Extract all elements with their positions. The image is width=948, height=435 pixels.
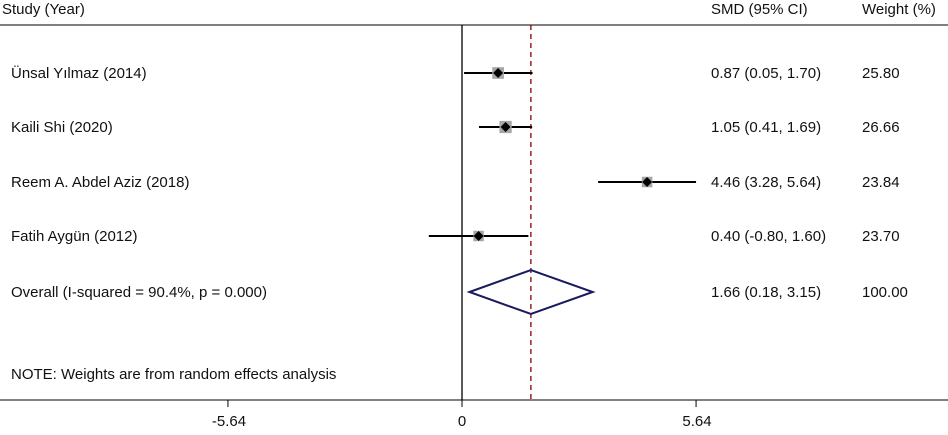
study-label: Reem A. Abdel Aziz (2018)	[11, 174, 190, 191]
x-tick-label: 5.64	[682, 413, 712, 430]
study-weight: 25.80	[862, 65, 900, 82]
overall-diamond	[466, 268, 596, 316]
column-header-weight: Weight (%)	[862, 1, 936, 18]
study-weight: 23.84	[862, 174, 900, 191]
study-point-estimate	[500, 122, 511, 132]
column-header-smd: SMD (95% CI)	[711, 1, 808, 18]
overall-ci-text: 1.66 (0.18, 3.15)	[711, 284, 822, 301]
study-point-estimate	[642, 177, 653, 187]
study-ci-text: 4.46 (3.28, 5.64)	[711, 174, 822, 191]
study-label: Kaili Shi (2020)	[11, 119, 113, 136]
x-tick-label: 0	[457, 413, 467, 430]
study-label: Ünsal Yılmaz (2014)	[11, 65, 147, 82]
overall-label: Overall (I-squared = 90.4%, p = 0.000)	[11, 284, 267, 301]
study-point-estimate	[493, 68, 504, 78]
x-tick-label: -5.64	[211, 413, 247, 430]
study-weight: 26.66	[862, 119, 900, 136]
note-text: NOTE: Weights are from random effects an…	[11, 366, 337, 383]
study-label: Fatih Aygün (2012)	[11, 228, 138, 245]
study-ci-text: 0.87 (0.05, 1.70)	[711, 65, 822, 82]
study-weight: 23.70	[862, 228, 900, 245]
study-ci-text: 1.05 (0.41, 1.69)	[711, 119, 822, 136]
column-header-study: Study (Year)	[2, 1, 85, 18]
overall-weight: 100.00	[862, 284, 908, 301]
study-ci-text: 0.40 (-0.80, 1.60)	[711, 228, 827, 245]
study-point-estimate	[473, 231, 484, 241]
